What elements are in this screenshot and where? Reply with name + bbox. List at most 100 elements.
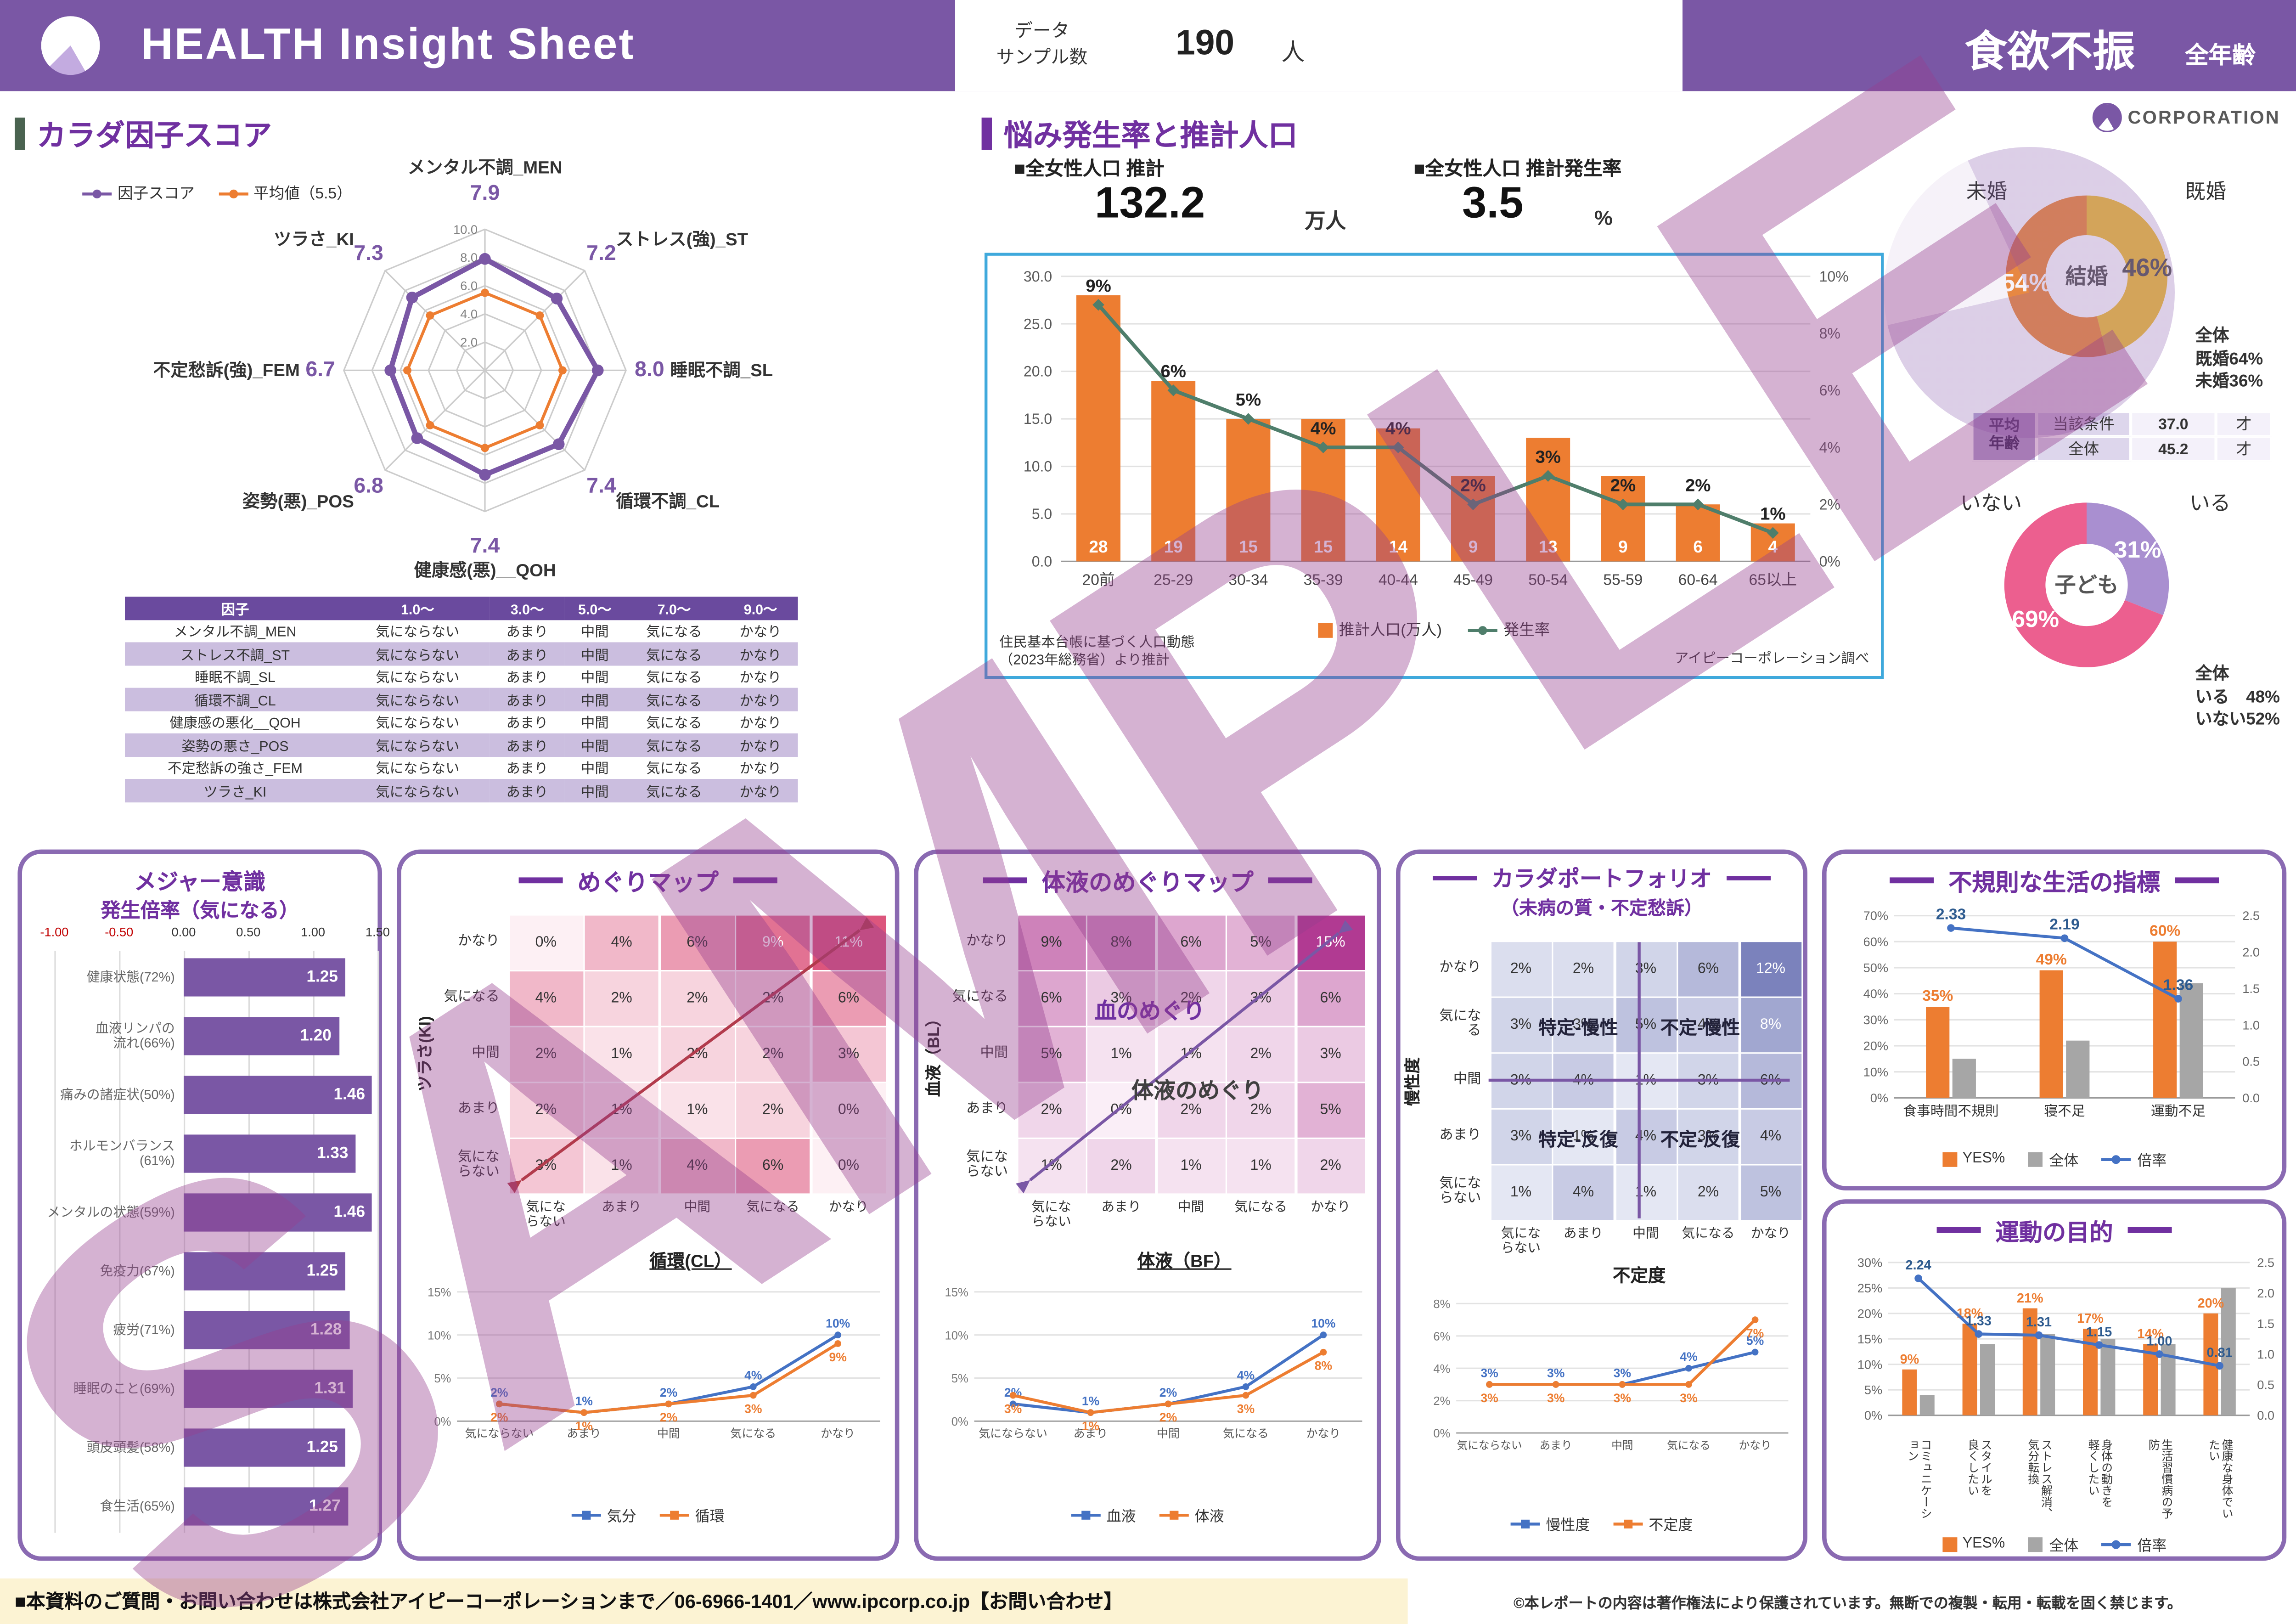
sample-label-line2: サンプル数 (996, 47, 1088, 68)
yes-value-label: 9% (1900, 1352, 1919, 1367)
yes-bar (1962, 1323, 1977, 1415)
legend-label: 発生率 (1503, 621, 1550, 639)
category-label: 気になる (1667, 1439, 1711, 1452)
rate-marker (1692, 498, 1704, 511)
legend-marker (228, 189, 237, 198)
radar-average-point (481, 288, 489, 297)
legend-line (1159, 1510, 1189, 1519)
point-value-label: 1% (575, 1394, 592, 1408)
all-bar (2100, 1339, 2116, 1415)
ratio-point (2060, 934, 2069, 942)
yes-bar (2039, 970, 2063, 1098)
scale-cell: 中間 (564, 642, 625, 665)
heatmap-cell: 1% (1157, 1139, 1225, 1193)
category-label: 気になる (1223, 1427, 1269, 1440)
legend-item-average: 平均値（5.5） (218, 182, 352, 204)
scale-cell: かなり (723, 688, 798, 711)
left-axis-tick: 10.0 (1024, 458, 1052, 475)
right-axis-tick: 2.0 (2242, 945, 2260, 959)
factor-name-cell: 姿勢の悪さ_POS (125, 733, 345, 756)
gridline (248, 951, 250, 1533)
stat-population-label: ■全女性人口 推計 (1014, 157, 1165, 180)
rate-marker (1242, 413, 1255, 425)
taieki-legend: 血液 体液 (918, 1504, 1377, 1526)
series-point (1619, 1381, 1626, 1388)
table-row: 不定愁訴の強さ_FEM 気にならない あまり 中間 気になる かなり (125, 756, 798, 779)
exercise-category-label: 健康な身体でいたい (2189, 1439, 2250, 1530)
heatmap-cell: 4% (660, 1139, 734, 1193)
scale-cell: 気になる (625, 756, 723, 779)
radar-spoke (384, 270, 486, 371)
section-head-population: 悩み発生率と推計人口 (981, 112, 1298, 154)
gridline (377, 951, 379, 1533)
population-bar (1076, 295, 1120, 562)
bar-label: 食生活(65%) (100, 1499, 175, 1514)
point-value-label: 1% (575, 1419, 592, 1433)
age-row-label: 全体 (2037, 436, 2131, 462)
population-bar (1526, 438, 1570, 562)
all-bar (1952, 1059, 1976, 1098)
meguri-legend: 気分 循環 (401, 1504, 895, 1526)
series-point (1751, 1348, 1759, 1356)
yes-value-label: 35% (1922, 987, 1953, 1004)
right-axis-tick: 6% (1819, 382, 1840, 399)
all-bar (2221, 1288, 2236, 1415)
point-value-label: 2% (1159, 1386, 1177, 1399)
major-title: メジャー意識 (134, 870, 265, 895)
portfolio-heatmap: かなり 2% 2% 3% 6% 12% 気になる 3% 3% 5% 4% 8% 中間 3% 4% 1% 3% 6%… (1430, 942, 1801, 1256)
series-point (1320, 1348, 1327, 1356)
legend-line (1613, 1519, 1643, 1528)
bar-row: 疲労(71%) 1.28 (22, 1301, 377, 1359)
category-label: 中間 (1611, 1439, 1633, 1452)
radar-average-point (403, 366, 411, 375)
heatmap-cell: 6% (1157, 915, 1225, 970)
scale-cell: 気にならない (345, 665, 490, 688)
row-label: 気になる (952, 989, 1008, 1005)
rate-value-label: 2% (1460, 475, 1486, 495)
category-label: 気にならない (465, 1427, 534, 1440)
age-row-unit: 才 (2216, 412, 2272, 437)
bar-value-label: 15 (1314, 537, 1333, 556)
legend-label: 全体 (2049, 1539, 2079, 1555)
all-bar (2179, 983, 2203, 1098)
legend-label: 倍率 (2137, 1154, 2167, 1170)
population-bar (1676, 504, 1720, 562)
axis-tick: -0.50 (105, 924, 134, 939)
right-axis-tick: 10% (1819, 268, 1849, 285)
point-value-label: 3% (1480, 1366, 1498, 1380)
left-axis-tick: 40% (1863, 987, 1888, 1001)
radar-average-point (481, 444, 489, 452)
legend-item: 推計人口(万人) (1318, 619, 1442, 641)
legend-label: 体液 (1194, 1509, 1224, 1526)
portfolio-y-axis-title: 慢性度 (1405, 1057, 1423, 1106)
panel-exercise-purpose: 運動の目的 0% 5% 10% 15% 20% 25% 30% 0.0 0.5 1.0 1.5 2.0… (1822, 1199, 2287, 1561)
legend-label: 不定度 (1649, 1518, 1693, 1534)
legend-item: 気分 (571, 1504, 636, 1526)
bar-label: 血液リンパの 流れ(66%) (95, 1021, 175, 1051)
donut-center-label: 子ども (2054, 573, 2118, 597)
scale-cell: 気にならない (345, 710, 490, 733)
company-logo: CORPORATION (2092, 103, 2280, 132)
table-row: ツラさ_KI 気にならない あまり 中間 気になる かなり (125, 779, 798, 802)
right-axis-tick: 4% (1819, 439, 1840, 456)
point-value-label: 4% (1680, 1350, 1697, 1364)
category-label: 40-44 (1379, 572, 1418, 589)
yes-value-label: 21% (2017, 1291, 2043, 1306)
bar-label: ホルモンバランス (61%) (69, 1138, 175, 1168)
col-label: 中間 (1632, 1225, 1659, 1241)
scale-cell: あまり (490, 779, 565, 802)
axis-tick: -1.00 (40, 924, 69, 939)
heatmap-cell: 5% (1227, 915, 1295, 970)
table-row: メンタル不調_MEN 気にならない あまり 中間 気になる かなり (125, 619, 798, 643)
bar-row: 頭皮頭髪(58%) 1.25 (22, 1418, 377, 1477)
portfolio-cross-axes (1488, 942, 1790, 1218)
children-overall-note: 全体 いる 48% いない52% (2195, 665, 2280, 729)
series-point (496, 1400, 503, 1408)
taieki-trend-arrow (1016, 920, 1353, 1194)
left-axis-tick: 0% (1870, 1091, 1888, 1105)
heatmap-cell: 12% (1740, 942, 1801, 996)
radar-axis-label: 循環不調_CL (616, 491, 720, 511)
ratio-line (1917, 1277, 2220, 1367)
y-axis-tick: 10% (945, 1329, 968, 1342)
portfolio-line-chart: 0% 2% 4% 6% 8% 気にならない あまり 中間 気になる かなり 3% 3% 3% 4% 5% 3%… (1433, 1298, 1789, 1452)
